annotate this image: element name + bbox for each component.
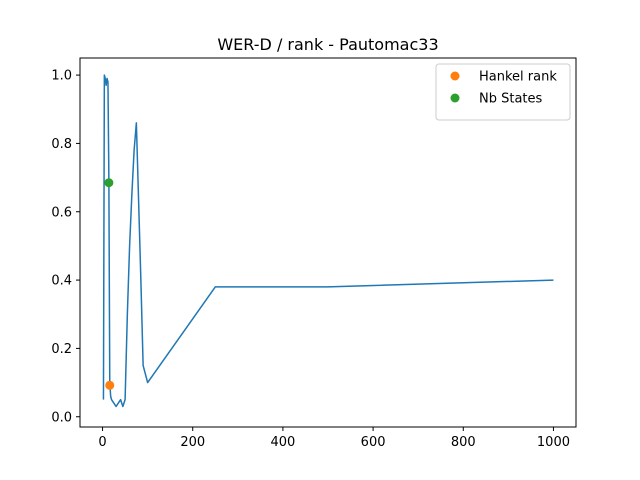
legend-marker (450, 71, 460, 81)
legend-label: Hankel rank (479, 70, 557, 85)
x-tick-label: 400 (270, 435, 295, 450)
y-tick-label: 0.8 (51, 137, 72, 152)
series-line (102, 74, 554, 408)
legend-box (435, 63, 571, 121)
y-tick-label: 1.0 (51, 69, 72, 84)
hankel-rank-point (105, 380, 115, 390)
x-tick-label: 800 (451, 435, 476, 450)
y-tick-label: 0.0 (51, 410, 72, 425)
y-tick-label: 0.6 (51, 205, 72, 220)
y-tick-label: 0.2 (51, 342, 72, 357)
y-tick-label: 0.4 (51, 274, 72, 289)
nb-states-point (104, 178, 114, 188)
axes-frame (79, 57, 577, 428)
axis-ticks: 0 200 400 600 800 1000 0.0 0.2 0.4 0.6 0.8 1.0 (51, 69, 570, 450)
x-tick-label: 1000 (537, 435, 570, 450)
legend-marker (450, 93, 460, 103)
plot-area (102, 74, 554, 408)
chart-title: WER-D / rank - Pautomac33 (217, 35, 438, 54)
x-tick-label: 600 (361, 435, 386, 450)
x-tick-label: 0 (98, 435, 106, 450)
legend: Hankel rank Nb States (435, 63, 571, 121)
x-tick-label: 200 (180, 435, 205, 450)
legend-label: Nb States (479, 92, 543, 107)
